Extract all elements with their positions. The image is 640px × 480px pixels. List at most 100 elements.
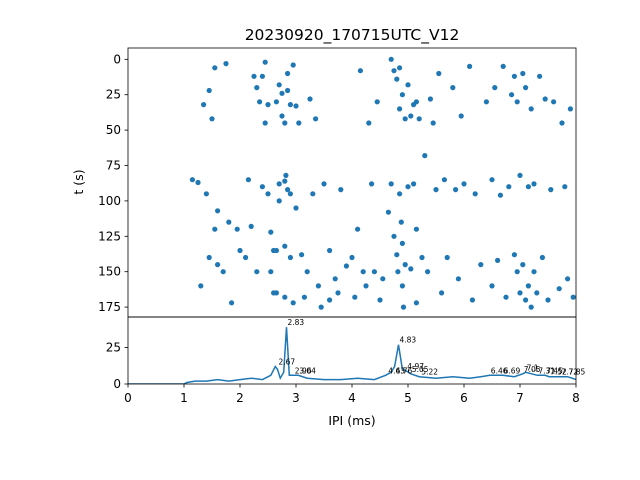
scatter-point [304, 269, 310, 275]
scatter-point [338, 187, 344, 193]
scatter-point [397, 106, 403, 112]
scatter-points [189, 56, 576, 310]
scatter-point [509, 92, 515, 98]
scatter-point [209, 116, 215, 122]
scatter-point [397, 65, 403, 71]
scatter-point [430, 120, 436, 126]
peak-label: 7.1 [527, 363, 539, 372]
scatter-point [545, 297, 551, 303]
scatter-point [551, 99, 557, 105]
scatter-point [259, 73, 265, 79]
ipi-histogram-area: 2.83 2.672.963.04 4.83 4.634.764.975.055.22… [106, 316, 586, 405]
scatter-point [327, 247, 333, 254]
scatter-point [195, 179, 201, 186]
scatter-point [525, 184, 532, 190]
scatter-point [567, 106, 574, 112]
scatter-point [335, 290, 341, 296]
scatter-point [220, 269, 226, 275]
scatter-point [534, 290, 540, 296]
y-tick-label: 50 [106, 123, 121, 137]
scatter-point [531, 181, 537, 187]
y-tick-label: 0 [113, 377, 121, 391]
scatter-point [357, 68, 363, 74]
scatter-point [455, 276, 461, 282]
x-tick-label: 5 [404, 391, 412, 405]
scatter-point [343, 263, 349, 269]
scatter-point [511, 252, 517, 258]
scatter-point [503, 294, 509, 300]
scatter-point [254, 85, 260, 91]
scatter-point [444, 254, 450, 261]
y-tick-label: 100 [98, 194, 121, 208]
chart-title: 20230920_170715UTC_V12 [245, 26, 460, 45]
scatter-point [539, 254, 546, 261]
scatter-point [408, 113, 414, 119]
scatter-point [273, 290, 279, 296]
scatter-point [265, 191, 271, 197]
scatter-point [439, 290, 445, 296]
scatter-point [293, 205, 299, 211]
scatter-point [203, 191, 209, 197]
scatter-point [528, 106, 534, 112]
scatter-point [483, 99, 489, 105]
scatter-point [293, 103, 299, 109]
scatter-point [259, 184, 265, 190]
x-tick-label: 7 [516, 391, 524, 405]
scatter-point [489, 283, 495, 289]
scatter-point [301, 294, 307, 300]
scatter-point [416, 116, 422, 122]
peak-label: 5.22 [421, 368, 438, 377]
peak-label: 7.31 [538, 366, 555, 375]
scatter-point [215, 208, 221, 214]
scatter-point [265, 102, 271, 108]
peak-label: 3.04 [299, 366, 316, 375]
scatter-point [201, 102, 207, 108]
y-axis-label: t (s) [71, 169, 86, 194]
scatter-point [206, 87, 212, 94]
scatter-point [397, 191, 403, 197]
scatter-point [489, 177, 495, 183]
scatter-point [262, 120, 268, 126]
peak-label: 2.96 [295, 366, 312, 375]
scatter-point [461, 181, 467, 187]
scatter-point [514, 269, 520, 275]
y-tick-label: 75 [106, 159, 121, 173]
scatter-point [285, 70, 291, 77]
scatter-point [450, 85, 456, 91]
x-axis-label: IPI (ms) [328, 413, 375, 428]
scatter-point [441, 177, 447, 183]
scatter-point [531, 269, 537, 275]
scatter-point [296, 120, 302, 126]
scatter-point [229, 300, 235, 306]
scatter-point [422, 153, 428, 159]
scatter-point [245, 177, 251, 183]
scatter-point [380, 276, 386, 282]
scatter-point [517, 290, 523, 296]
scatter-point [570, 294, 576, 300]
scatter-point [189, 177, 195, 183]
scatter-point [243, 254, 249, 261]
scatter-point [215, 262, 221, 268]
scatter-point [525, 283, 532, 289]
peak-label: 7.72 [561, 368, 578, 377]
x-tick-label: 1 [180, 391, 188, 405]
peak-label: 7.85 [569, 368, 586, 377]
scatter-plot-area: 0 25 50 75 100 125 150 175 [98, 47, 577, 318]
scatter-point [398, 219, 404, 225]
y-tick-label: 175 [98, 300, 121, 314]
scatter-point [411, 102, 417, 108]
scatter-point [520, 262, 526, 268]
scatter-point [500, 63, 506, 69]
scatter-point [548, 187, 554, 193]
scatter-point [395, 269, 401, 275]
scatter-point [419, 254, 425, 261]
scatter-point [436, 70, 442, 77]
peak-label: 7.05 [524, 365, 541, 374]
scatter-point [562, 184, 568, 190]
scatter-point [537, 73, 543, 79]
scatter-point [511, 73, 517, 79]
scatter-point [318, 304, 324, 310]
scatter-point [559, 120, 565, 126]
x-tick-label: 3 [292, 391, 300, 405]
